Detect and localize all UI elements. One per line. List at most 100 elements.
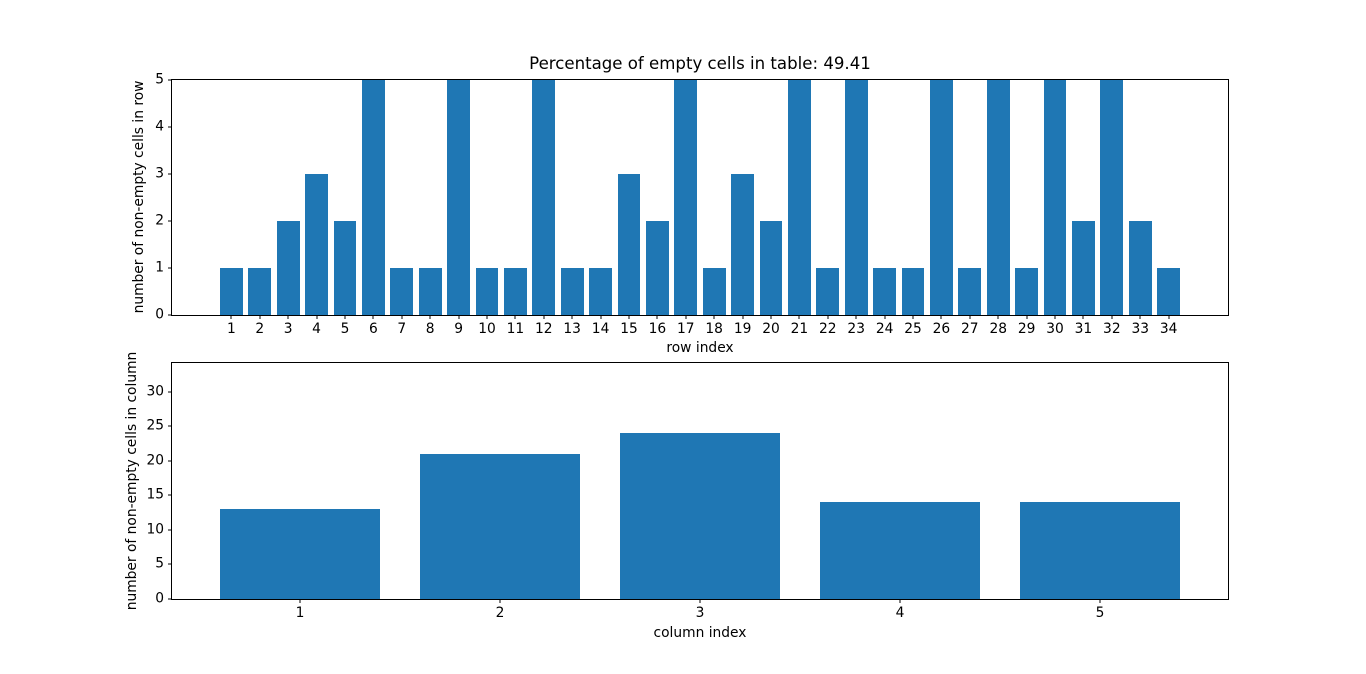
y-tick-mark <box>168 79 172 81</box>
x-tick-label: 21 <box>790 321 809 337</box>
x-tick-label: 3 <box>283 321 293 337</box>
y-tick-label: 5 <box>155 555 164 572</box>
bar <box>447 80 470 315</box>
y-tick-label: 20 <box>146 452 164 469</box>
bar <box>1157 268 1180 315</box>
x-tick-mark <box>486 315 488 319</box>
x-tick-label: 20 <box>762 321 780 337</box>
columns-chart-yaxis-label: number of non-empty cells in column <box>124 351 140 611</box>
bar <box>820 502 980 599</box>
x-tick-mark <box>742 315 744 319</box>
x-tick-label: 7 <box>397 321 407 337</box>
bar <box>1020 502 1180 599</box>
x-tick-mark <box>685 315 687 319</box>
x-tick-label: 23 <box>847 321 865 337</box>
x-tick-mark <box>543 315 545 319</box>
x-tick-label: 2 <box>255 321 265 337</box>
bar <box>986 80 1010 315</box>
x-tick-label: 16 <box>648 321 667 337</box>
bar <box>731 174 754 315</box>
x-tick-label: 26 <box>932 321 951 337</box>
bar <box>220 268 243 315</box>
x-tick-label: 14 <box>591 321 610 337</box>
y-tick-mark <box>168 173 172 175</box>
y-tick-label: 0 <box>155 306 164 323</box>
bar <box>702 268 726 315</box>
x-tick-mark <box>372 315 374 319</box>
y-tick-label: 10 <box>146 521 164 538</box>
x-tick-mark <box>798 315 800 319</box>
x-tick-label: 22 <box>819 321 837 337</box>
x-tick-mark <box>230 315 232 319</box>
x-tick-label: 32 <box>1103 321 1121 337</box>
y-tick-label: 30 <box>146 383 164 400</box>
y-tick-mark <box>168 598 172 600</box>
bar <box>504 268 527 315</box>
y-tick-mark <box>168 126 172 128</box>
y-tick-mark <box>168 391 172 393</box>
x-tick-mark <box>514 315 516 319</box>
x-tick-mark <box>628 315 630 319</box>
x-tick-label: 5 <box>1095 605 1105 621</box>
bar <box>759 221 783 315</box>
x-tick-mark <box>656 315 658 319</box>
x-tick-label: 30 <box>1046 321 1064 337</box>
x-tick-mark <box>571 315 573 319</box>
x-tick-label: 9 <box>454 321 463 337</box>
y-tick-mark <box>168 460 172 462</box>
bar <box>420 454 580 599</box>
bar <box>1100 80 1124 315</box>
bar <box>788 80 811 315</box>
y-tick-mark <box>168 425 172 427</box>
x-tick-label: 1 <box>226 321 236 337</box>
x-tick-label: 2 <box>495 605 505 621</box>
columns-chart-xaxis-label: column index <box>653 625 747 641</box>
y-tick-label: 15 <box>146 486 164 503</box>
x-tick-label: 28 <box>989 321 1007 337</box>
x-tick-mark <box>770 315 772 319</box>
x-tick-mark <box>600 315 602 319</box>
bar <box>901 268 925 315</box>
bar <box>390 268 414 315</box>
y-tick-mark <box>168 220 172 222</box>
x-tick-mark <box>713 315 715 319</box>
x-tick-label: 34 <box>1159 321 1178 337</box>
bar <box>617 174 641 315</box>
x-tick-label: 6 <box>368 321 378 337</box>
x-tick-label: 33 <box>1131 321 1150 337</box>
rows-chart-xaxis-label: row index <box>666 340 734 356</box>
rows-chart-yaxis-label: number of non-empty cells in row <box>131 80 147 314</box>
x-tick-label: 12 <box>535 321 553 337</box>
x-tick-label: 24 <box>875 321 894 337</box>
bar <box>1128 221 1152 315</box>
bar <box>362 80 385 315</box>
bar <box>589 268 612 315</box>
x-tick-label: 11 <box>506 321 525 337</box>
x-tick-mark <box>458 315 460 319</box>
x-tick-mark <box>899 599 901 603</box>
x-tick-mark <box>997 315 999 319</box>
x-tick-mark <box>912 315 914 319</box>
x-tick-label: 10 <box>478 321 496 337</box>
y-tick-label: 0 <box>155 590 164 607</box>
bar <box>305 174 328 315</box>
x-tick-label: 5 <box>340 321 350 337</box>
x-tick-label: 3 <box>695 605 705 621</box>
rows-bar-chart-axes: 1 2 3 4 5 6 7 8 9 10 11 12 13 14 15 16 17 18 19 20 21 22 23 24 2… <box>155 72 1229 337</box>
x-tick-label: 15 <box>620 321 638 337</box>
x-tick-label: 17 <box>677 321 695 337</box>
x-tick-label: 13 <box>563 321 581 337</box>
x-tick-mark <box>855 315 857 319</box>
bar <box>220 509 380 599</box>
x-tick-label: 8 <box>425 321 435 337</box>
bar <box>333 221 357 315</box>
y-tick-mark <box>168 314 172 316</box>
y-tick-label: 3 <box>155 165 164 182</box>
x-tick-mark <box>499 599 501 603</box>
x-tick-label: 29 <box>1017 321 1036 337</box>
bar <box>646 221 669 315</box>
bar <box>1072 221 1095 315</box>
x-tick-mark <box>1168 315 1170 319</box>
x-tick-mark <box>299 599 301 603</box>
